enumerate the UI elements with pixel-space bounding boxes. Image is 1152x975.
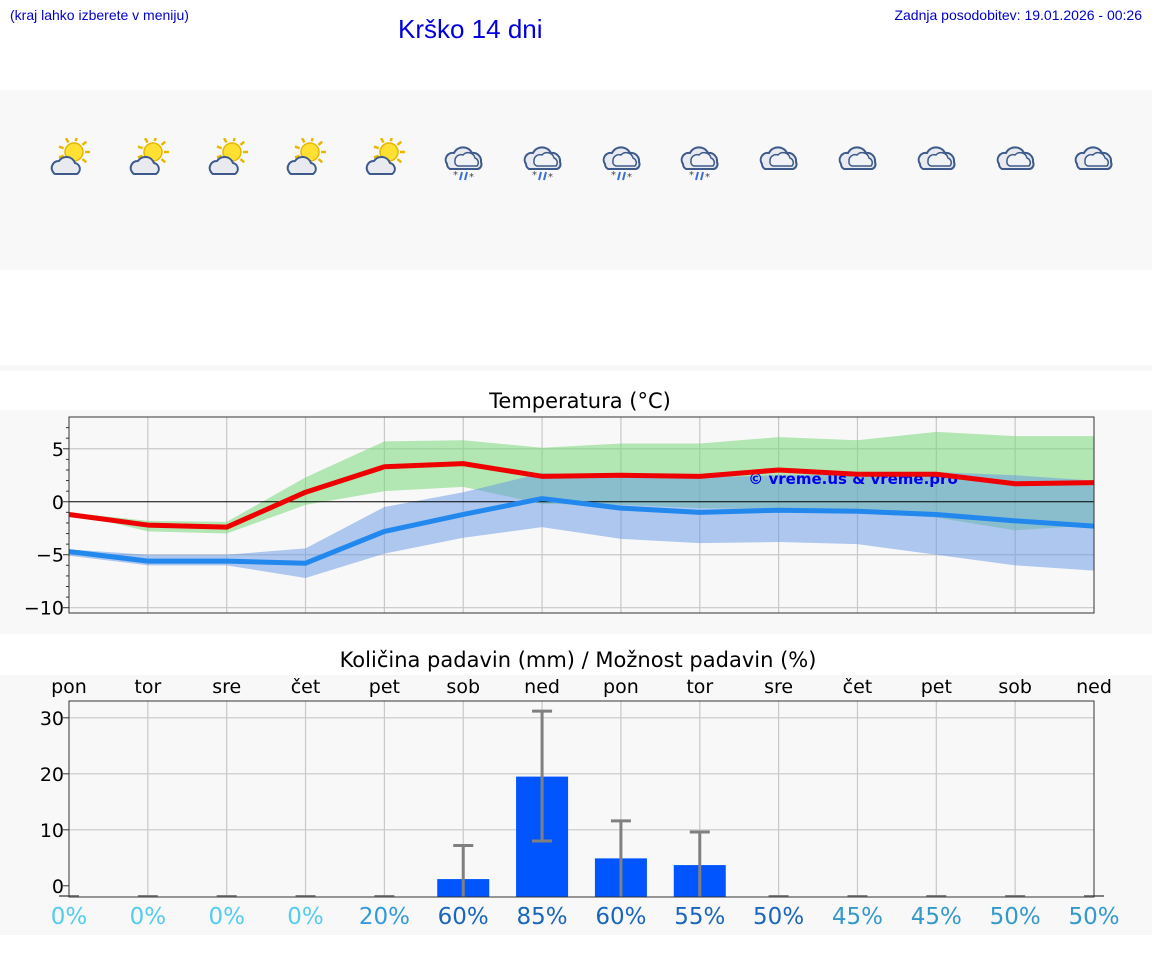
cloud-icon — [756, 138, 802, 182]
svg-text:*: * — [611, 170, 616, 181]
sleet-cloud-icon: * * — [677, 138, 723, 183]
y-tick-label: 10 — [40, 820, 64, 842]
precip-chance: 0% — [287, 904, 324, 930]
precip-chance: 60% — [595, 904, 647, 930]
svg-text:*: * — [627, 172, 632, 182]
sun-cloud-icon — [205, 136, 251, 182]
category-label: sre — [212, 676, 241, 698]
category-label: sob — [446, 676, 480, 698]
y-tick-label: −5 — [36, 545, 64, 567]
precip-chance: 45% — [831, 904, 884, 930]
category-label: ned — [524, 676, 560, 698]
precipitation-chart: Količina padavin (mm) / Možnost padavin … — [40, 648, 1112, 898]
category-label: sre — [764, 676, 793, 698]
temperature-chart: Temperatura (°C)50−5−10© vreme.us & vrem… — [24, 389, 1095, 620]
location-hint: (kraj lahko izberete v meniju) — [10, 7, 189, 23]
category-label: pet — [369, 676, 400, 698]
precip-chance: 45% — [910, 904, 962, 930]
precip-chance: 85% — [516, 904, 568, 930]
precip-chart-title: Količina padavin (mm) / Možnost padavin … — [340, 648, 817, 672]
last-updated: Zadnja posodobitev: 19.01.2026 - 00:26 — [894, 7, 1142, 23]
y-tick-label: 5 — [52, 439, 64, 461]
sun-cloud-icon — [283, 136, 329, 182]
sun-cloud-icon — [47, 136, 93, 182]
temp-chart-title: Temperatura (°C) — [488, 389, 671, 413]
page-title: Krško 14 dni — [398, 14, 543, 44]
category-label: čet — [843, 676, 873, 698]
precip-chance: 55% — [674, 904, 726, 930]
category-label: čet — [291, 676, 321, 698]
svg-text:*: * — [705, 172, 710, 182]
forecast-strip — [0, 90, 1152, 270]
plot-frame — [68, 700, 1095, 898]
y-tick-label: −10 — [24, 598, 64, 620]
category-label: ned — [1076, 676, 1112, 698]
svg-text:*: * — [548, 172, 553, 182]
y-tick-label: 0 — [52, 876, 64, 898]
precip-chance: 0% — [129, 904, 167, 930]
svg-text:*: * — [469, 172, 474, 182]
category-label: tor — [134, 676, 161, 698]
y-tick-label: 30 — [40, 708, 64, 730]
category-label: pon — [51, 676, 87, 698]
cloud-icon — [914, 138, 960, 182]
sun-cloud-icon — [362, 136, 408, 182]
plot-frame — [68, 416, 1095, 614]
precip-chance: 50% — [1068, 904, 1120, 930]
precip-chance: 20% — [358, 904, 410, 930]
category-label: pon — [603, 676, 639, 698]
plot-area — [69, 701, 1094, 897]
min-temp-band — [69, 472, 1094, 579]
category-label: sob — [998, 676, 1032, 698]
precip-chance: 50% — [753, 904, 805, 930]
separator — [0, 365, 1152, 371]
precip-chance: 60% — [437, 904, 489, 930]
min-temp-line — [68, 496, 1095, 566]
sleet-cloud-icon: * * — [441, 138, 487, 183]
max-temp-line — [68, 461, 1095, 530]
svg-text:*: * — [453, 170, 458, 181]
precip-chance: 50% — [989, 904, 1041, 930]
cloud-icon — [835, 138, 881, 182]
svg-text:*: * — [689, 170, 694, 181]
cloud-icon — [993, 138, 1039, 182]
y-tick-label: 0 — [52, 492, 64, 514]
category-label: tor — [686, 676, 713, 698]
cloud-icon — [1071, 138, 1117, 182]
y-tick-label: 20 — [40, 764, 64, 786]
precip-chance: 0% — [50, 904, 88, 930]
sun-cloud-icon — [126, 136, 172, 182]
category-label: pet — [921, 676, 952, 698]
sleet-cloud-icon: * * — [599, 138, 645, 183]
svg-text:*: * — [532, 170, 537, 181]
precip-chance: 0% — [208, 904, 245, 930]
sleet-cloud-icon: * * — [520, 138, 566, 183]
